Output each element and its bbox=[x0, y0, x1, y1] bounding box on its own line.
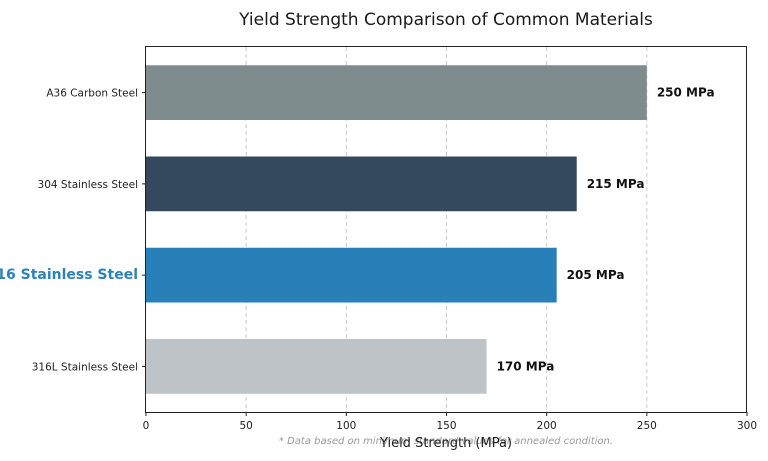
y-tick-label: 316 Stainless Steel bbox=[0, 267, 138, 283]
x-tick-label: 200 bbox=[537, 420, 557, 432]
bar bbox=[146, 339, 487, 394]
data-label: 250 MPa bbox=[657, 86, 715, 100]
x-tick-label: 150 bbox=[436, 420, 456, 432]
y-tick-label: 316L Stainless Steel bbox=[32, 361, 138, 373]
y-axis-labels: A36 Carbon Steel 304 Stainless Steel 316 S… bbox=[0, 88, 146, 373]
value-labels: 250 MPa 215 MPa 205 MPa 170 MPa bbox=[497, 86, 715, 374]
x-axis-label: Yield Strength (MPa) bbox=[379, 436, 512, 451]
bar bbox=[146, 65, 647, 120]
data-label: 215 MPa bbox=[587, 177, 645, 191]
data-label: 170 MPa bbox=[497, 359, 555, 373]
chart-title: Yield Strength Comparison of Common Mate… bbox=[238, 10, 653, 30]
x-tick-label: 50 bbox=[239, 420, 252, 432]
data-label: 205 MPa bbox=[567, 268, 625, 282]
x-axis-ticks: 0 50 100 150 200 250 300 bbox=[143, 412, 757, 432]
y-tick-label: 304 Stainless Steel bbox=[38, 179, 138, 191]
x-tick-label: 300 bbox=[737, 420, 757, 432]
y-tick-label: A36 Carbon Steel bbox=[46, 88, 138, 100]
bar bbox=[146, 156, 577, 212]
x-tick-label: 0 bbox=[143, 420, 150, 432]
footnote: * Data based on minimum standard values … bbox=[279, 436, 613, 447]
x-tick-label: 100 bbox=[336, 420, 356, 432]
bars bbox=[146, 65, 647, 394]
bar bbox=[146, 247, 557, 303]
x-tick-label: 250 bbox=[637, 420, 657, 432]
